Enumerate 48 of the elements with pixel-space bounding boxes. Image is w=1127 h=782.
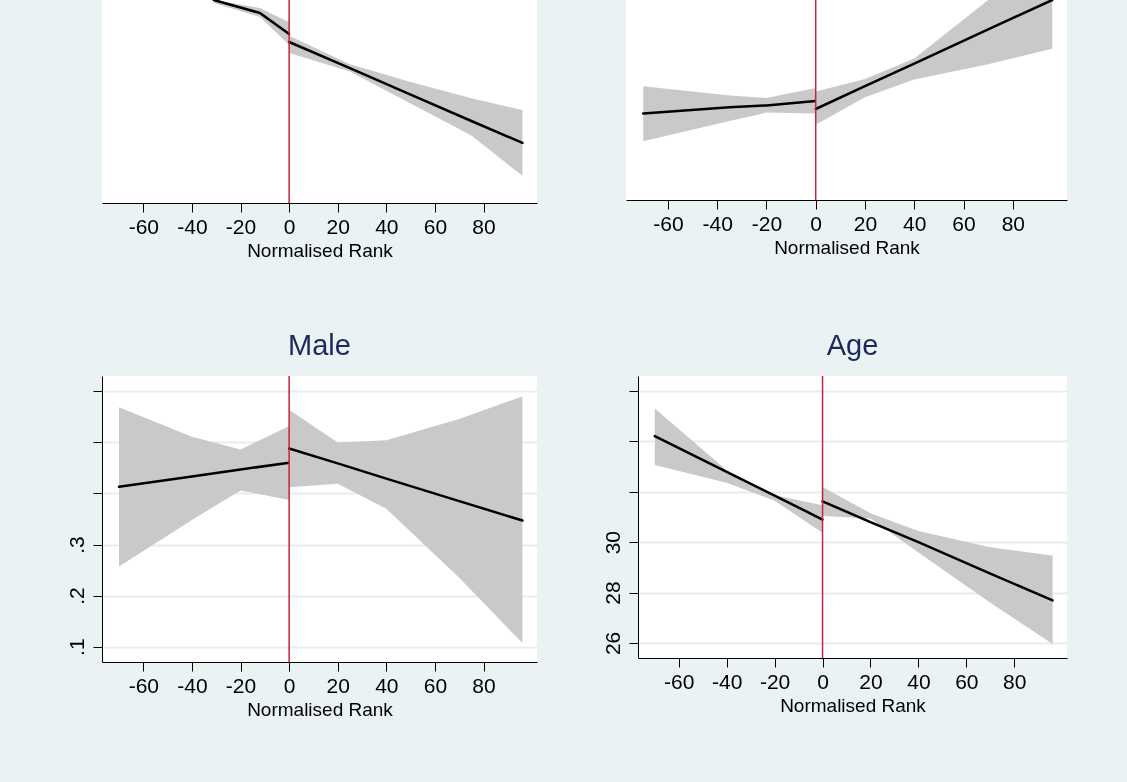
x-tick-label: 40	[375, 673, 399, 697]
x-tick-label: 20	[859, 669, 883, 693]
x-tick-label: 0	[283, 214, 296, 238]
x-axis-title: Normalised Rank	[774, 236, 921, 258]
y-tick-label: .3	[64, 536, 88, 554]
x-tick-label: 0	[810, 211, 823, 235]
y-tick-label: .2	[64, 587, 88, 605]
x-tick-label: -20	[225, 673, 257, 697]
x-tick-label: -20	[759, 669, 791, 693]
x-tick-label: 0	[817, 669, 829, 693]
x-tick-label: 80	[1001, 211, 1025, 235]
x-tick-label: 40	[375, 214, 399, 238]
chart-title: Age	[826, 329, 879, 362]
x-tick-label: 60	[423, 673, 448, 697]
line-series	[117, 461, 291, 489]
x-tick-label: 60	[952, 211, 976, 235]
line-series	[287, 447, 524, 522]
x-tick-label: 60	[423, 214, 448, 238]
x-tick-label: 20	[326, 673, 350, 697]
x-tick-label: 40	[907, 669, 931, 693]
y-tick-label: 26	[600, 631, 624, 656]
x-tick-label: -40	[702, 211, 733, 235]
x-tick-label: 80	[1003, 669, 1027, 693]
x-tick-label: 20	[326, 214, 350, 238]
x-tick-label: -60	[128, 214, 159, 238]
x-tick-label: 40	[903, 211, 927, 235]
x-tick-label: -40	[177, 214, 208, 238]
x-tick-label: -40	[712, 669, 743, 693]
x-tick-label: -20	[225, 214, 257, 238]
x-axis-title: Normalised Rank	[247, 698, 394, 720]
x-tick-label: -40	[177, 673, 208, 697]
y-tick-label: 28	[600, 581, 624, 605]
line-series	[653, 434, 824, 521]
y-tick-label: .1	[64, 638, 88, 656]
x-tick-label: 0	[283, 673, 296, 697]
x-tick-label: -60	[128, 673, 159, 697]
x-tick-label: 60	[955, 669, 979, 693]
x-axis-title: Normalised Rank	[247, 239, 394, 261]
x-tick-label: 80	[472, 214, 496, 238]
x-tick-label: 80	[472, 673, 496, 697]
x-tick-label: -20	[751, 211, 783, 235]
y-tick-label: 30	[600, 531, 624, 555]
chart-title: Male	[288, 329, 351, 362]
x-tick-label: 20	[853, 211, 878, 235]
x-axis-title: Normalised Rank	[780, 694, 927, 716]
line-series	[821, 500, 1054, 602]
x-tick-label: -60	[664, 669, 695, 693]
x-tick-label: -60	[653, 211, 684, 235]
